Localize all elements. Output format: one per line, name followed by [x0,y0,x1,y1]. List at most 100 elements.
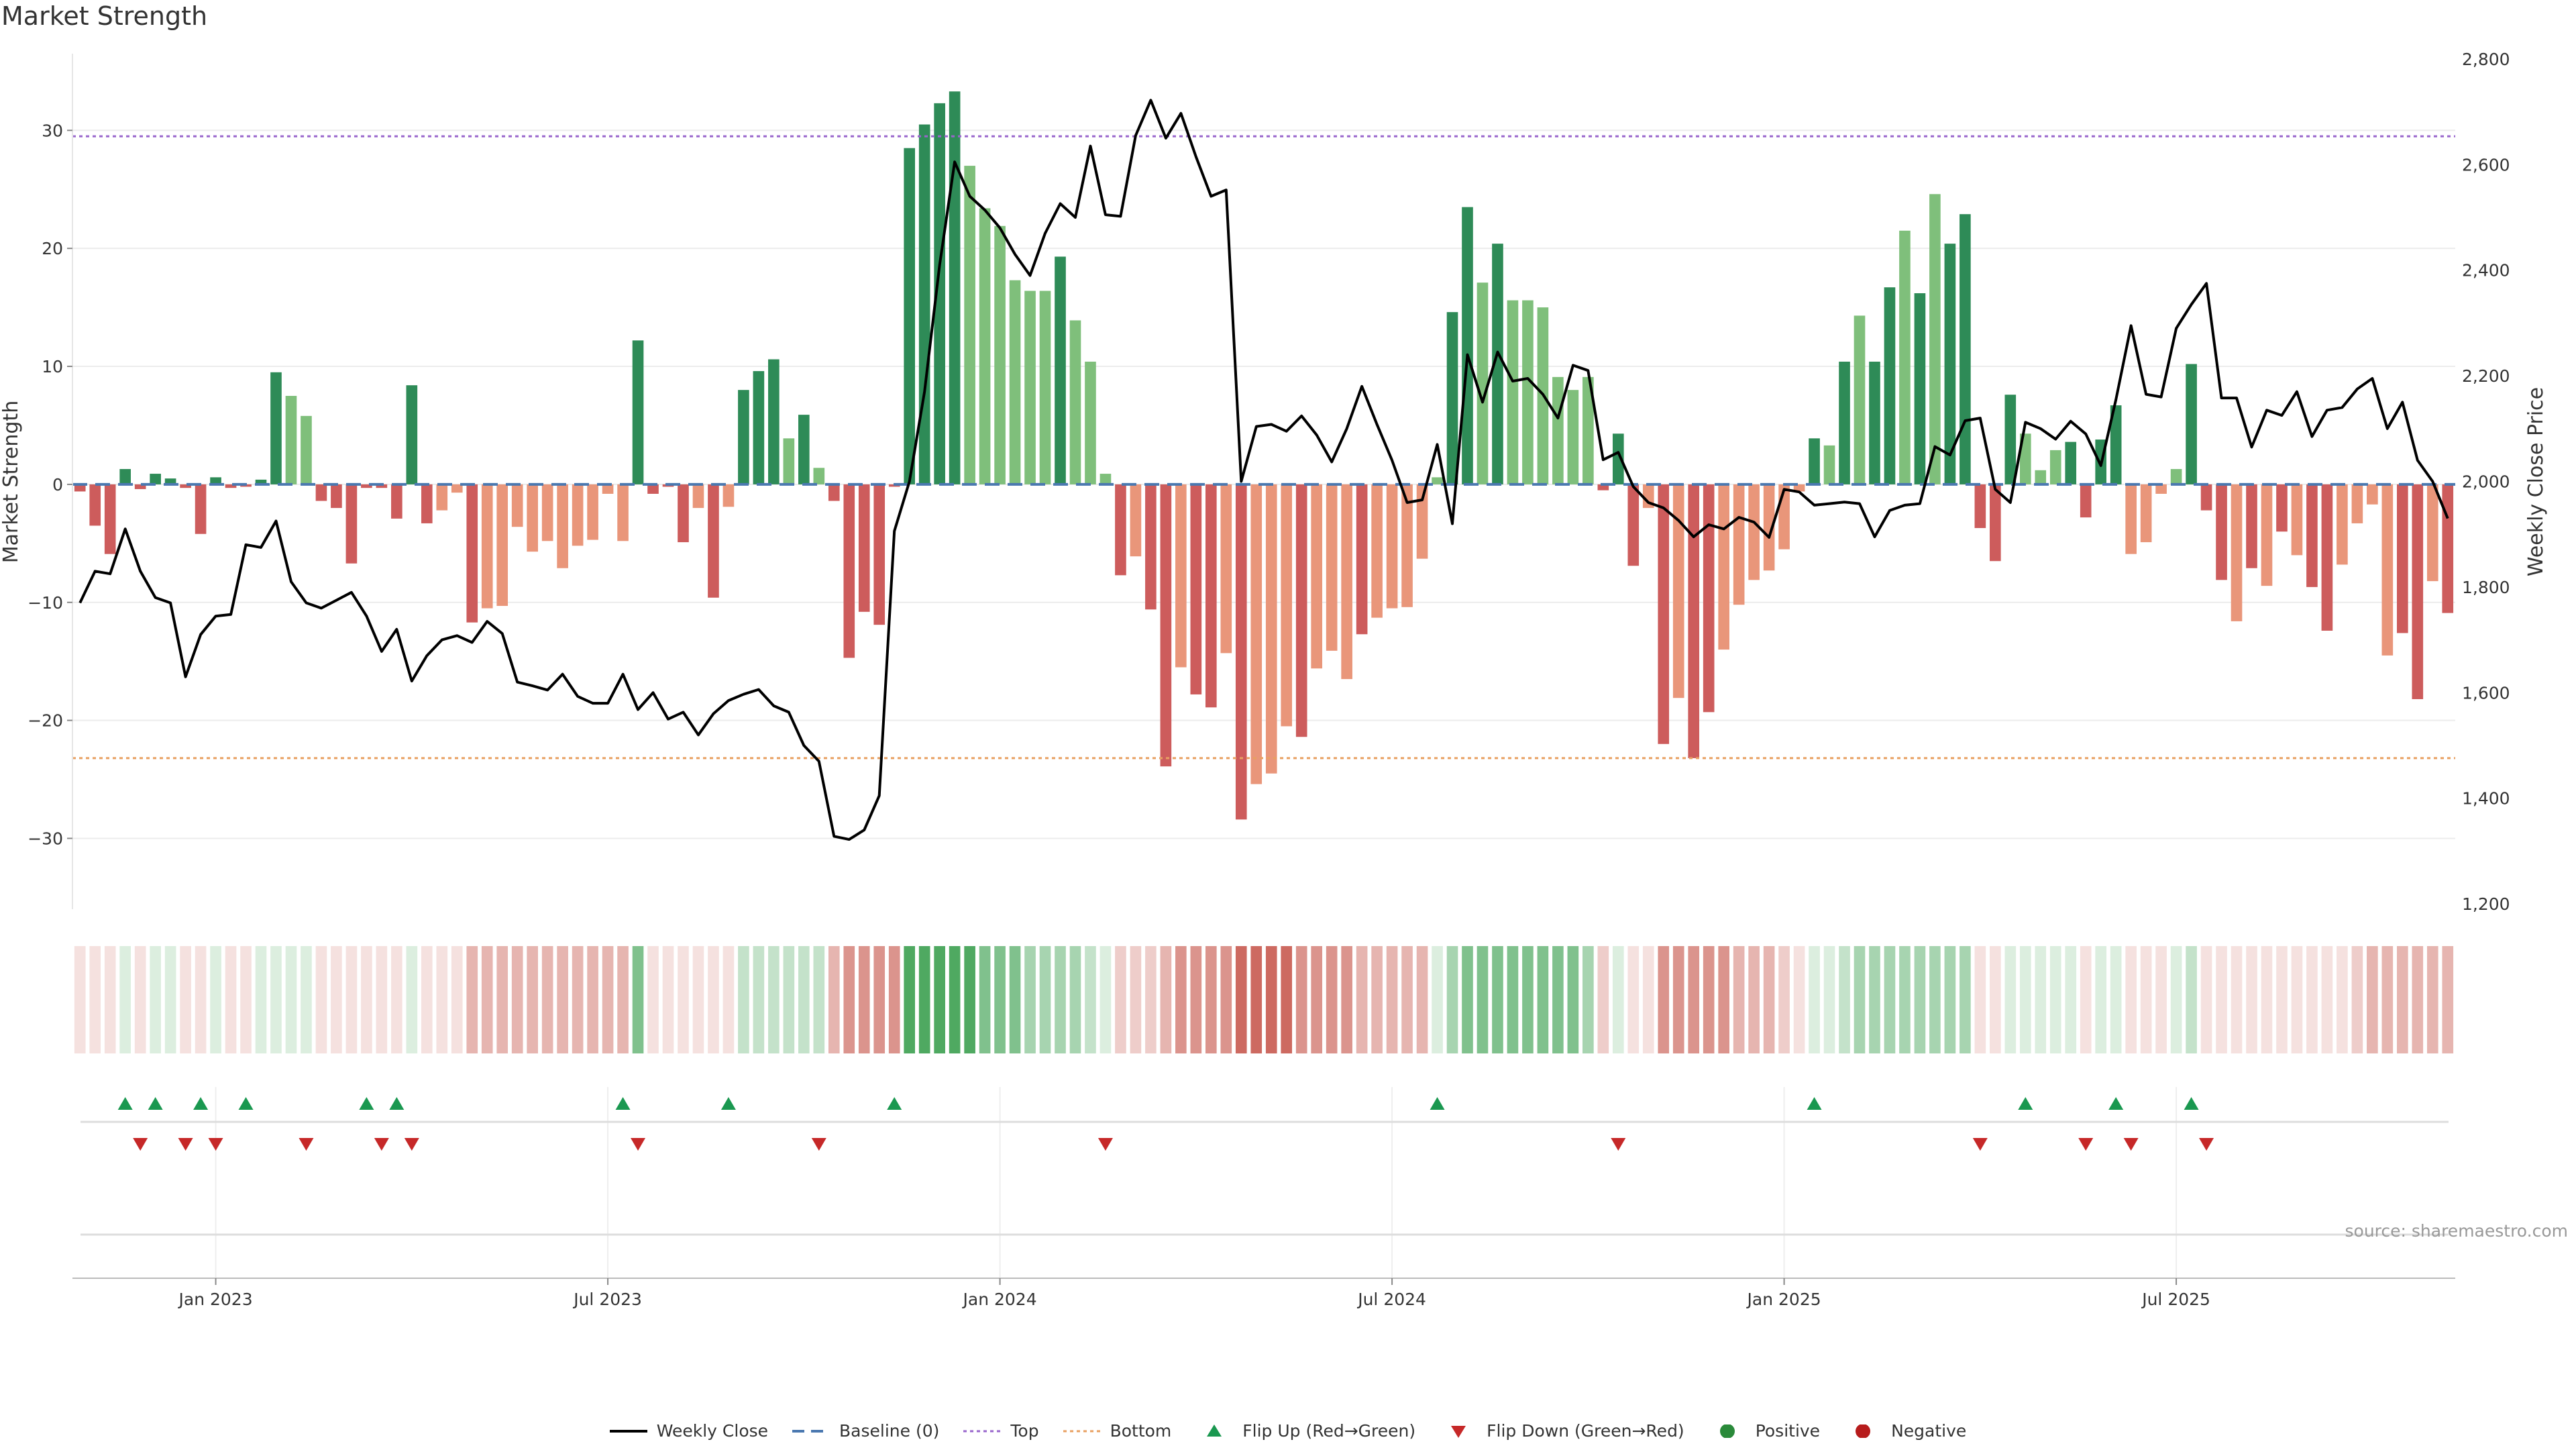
strength-band-cell [647,946,659,1053]
strength-bar [1462,207,1473,484]
strength-bar [1688,484,1700,758]
strength-band-cell [1205,946,1217,1053]
strength-bar [2004,395,2017,484]
flip-down-marker [2123,1138,2139,1151]
legend-label: Baseline (0) [839,1421,940,1441]
strength-band-cell [1703,946,1715,1053]
strength-bar [1492,244,1503,484]
strength-bar [2276,484,2288,532]
flip-down-marker [1097,1138,1113,1151]
strength-bar [451,484,463,493]
strength-bar [1190,484,1202,694]
strength-bar [1265,484,1277,774]
strength-bar [1401,484,1413,607]
strength-bar [391,484,402,519]
strength-band-cell [1220,946,1232,1053]
strength-bar [587,484,598,540]
strength-band-cell [391,946,402,1053]
flip-up-marker [359,1097,374,1110]
strength-band-cell [1899,946,1911,1053]
strength-bar [2291,484,2303,556]
strength-band-cell [511,946,523,1053]
y2-tick-label: 1,400 [2462,789,2510,809]
strength-band-cell [1914,946,1926,1053]
strength-bar [496,484,508,607]
strength-band-cell [1778,946,1790,1053]
strength-bar [1612,433,1624,484]
strength-bar [1703,484,1715,713]
flip-up-marker [389,1097,405,1110]
strength-bar [436,484,448,511]
strength-bar [345,484,358,564]
strength-bar [873,484,885,625]
flip-down-marker [2078,1138,2094,1151]
y-tick-label: −20 [28,711,63,731]
strength-bar [1205,484,1217,708]
strength-bar [768,359,780,484]
strength-bar [1718,484,1729,650]
flip-up-marker [238,1097,254,1110]
strength-band-cell [1809,946,1820,1053]
strength-band-cell [798,946,810,1053]
strength-band-cell [2321,946,2333,1053]
legend-item-top: Top [963,1421,1039,1441]
y-tick-label: 10 [42,357,63,376]
strength-bar [1552,376,1564,484]
strength-band-cell [301,946,312,1053]
strength-band-cell [285,946,297,1053]
y2-tick-label: 2,800 [2462,50,2510,69]
strength-band-cell [1567,946,1579,1053]
strength-bar [2216,484,2227,580]
strength-band-cell [1974,946,1986,1053]
strength-band-cell [527,946,538,1053]
strength-band-cell [541,946,553,1053]
strength-band-cell [345,946,358,1053]
strength-band-cell [331,946,342,1053]
strength-band-cell [904,946,916,1053]
strength-band-cell [89,946,101,1053]
legend-item-flip-up: Flip Up (Red→Green) [1195,1421,1415,1441]
legend-symbol [1207,1424,1222,1437]
strength-bar [511,484,523,527]
strength-bar [376,484,388,488]
strength-band-cell [180,946,191,1053]
flip-down-marker [374,1138,389,1151]
strength-bar [1597,484,1609,490]
strength-bar [979,208,991,484]
strength-band-cell [1371,946,1383,1053]
y2-tick-label: 1,800 [2462,578,2510,597]
strength-band-cell [74,946,86,1053]
strength-band-cell [2306,946,2318,1053]
strength-bar [1220,484,1232,654]
strength-bar [1733,484,1745,605]
strength-band-cell [2110,946,2122,1053]
flip-down-marker [133,1138,148,1151]
x-tick-label: Jul 2025 [2141,1290,2210,1309]
strength-band-cell [2442,946,2454,1053]
legend-symbol [609,1429,647,1433]
strength-bar [1175,484,1187,668]
flip-up-marker [2184,1097,2199,1110]
y-tick-label: 20 [42,239,63,258]
strength-bar [134,484,146,489]
y2-tick-label: 2,400 [2462,261,2510,280]
strength-band-cell [1235,946,1247,1053]
strength-band-cell [421,946,433,1053]
legend-symbol [1063,1430,1101,1432]
flip-up-marker [148,1097,163,1110]
strength-band-cell [1748,946,1760,1053]
strength-band-cell [1145,946,1157,1053]
strength-band-cell [2351,946,2363,1053]
strength-bar [1522,300,1534,484]
strength-bar [119,469,131,484]
strength-band-cell [1055,946,1066,1053]
x-tick-label: Jul 2023 [572,1290,642,1309]
strength-bar [647,484,659,494]
strength-band-cell [2019,946,2031,1053]
y2-tick-label: 2,200 [2462,366,2510,386]
strength-band-cell [2276,946,2288,1053]
strength-bar [783,438,795,484]
strength-bar [285,396,297,484]
strength-band-cell [1492,946,1503,1053]
